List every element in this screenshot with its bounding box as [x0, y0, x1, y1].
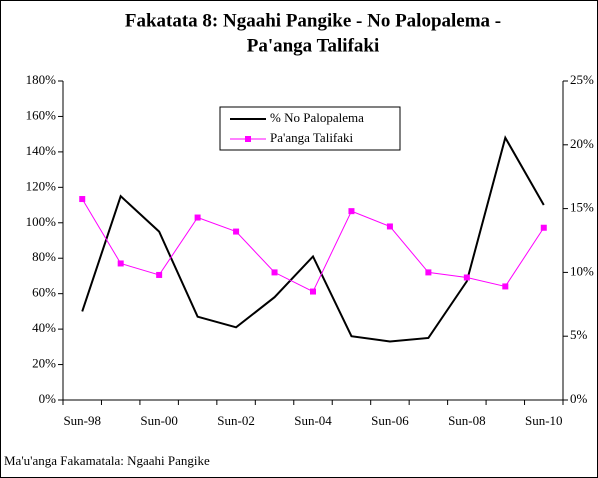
x-tick-label: Sun-08	[448, 413, 486, 428]
series-marker	[79, 196, 86, 203]
y-tick-label: 120%	[26, 178, 57, 193]
y-tick-label: 140%	[26, 143, 57, 158]
series-marker	[348, 208, 355, 215]
y2-tick-label: 0%	[570, 391, 588, 406]
y-tick-label: 20%	[32, 356, 56, 371]
x-tick-label: Sun-04	[294, 413, 332, 428]
series-marker	[310, 288, 316, 295]
series-line	[81, 135, 545, 343]
y2-tick-label: 5%	[570, 327, 588, 342]
series-marker	[540, 224, 547, 231]
legend-label: % No Palopalema	[270, 110, 364, 125]
y-tick-label: 0%	[39, 391, 57, 406]
x-tick-label: Sun-10	[525, 413, 563, 428]
source-note: Ma'u'anga Fakamatala: Ngaahi Pangike	[4, 453, 210, 468]
y-tick-label: 40%	[32, 320, 56, 335]
series-marker	[194, 214, 201, 221]
series-marker	[271, 269, 278, 276]
series-marker	[425, 269, 432, 276]
x-tick-label: Sun-00	[140, 413, 178, 428]
x-tick-label: Sun-06	[371, 413, 409, 428]
x-tick-label: Sun-98	[63, 413, 101, 428]
series-marker	[156, 271, 163, 278]
y-tick-label: 60%	[32, 285, 56, 300]
series-marker	[117, 260, 124, 267]
series-marker	[386, 223, 393, 230]
series-marker	[233, 228, 240, 235]
series-marker	[502, 283, 509, 290]
y2-tick-label: 10%	[570, 263, 594, 278]
y-tick-label: 80%	[32, 249, 56, 264]
chart-title: Fakatata 8: Ngaahi Pangike - No Palopale…	[125, 10, 501, 31]
legend-label: Pa'anga Talifaki	[270, 130, 354, 145]
series-marker	[463, 274, 470, 281]
y-tick-label: 180%	[26, 72, 57, 87]
y2-tick-label: 25%	[570, 72, 594, 87]
chart-title: Pa'anga Talifaki	[247, 35, 380, 56]
y-tick-label: 160%	[26, 107, 57, 122]
legend-marker	[245, 136, 251, 142]
y2-tick-label: 20%	[570, 136, 594, 151]
legend	[219, 106, 401, 151]
y-tick-label: 100%	[26, 214, 57, 229]
x-tick-label: Sun-02	[217, 413, 255, 428]
y2-tick-label: 15%	[570, 200, 594, 215]
